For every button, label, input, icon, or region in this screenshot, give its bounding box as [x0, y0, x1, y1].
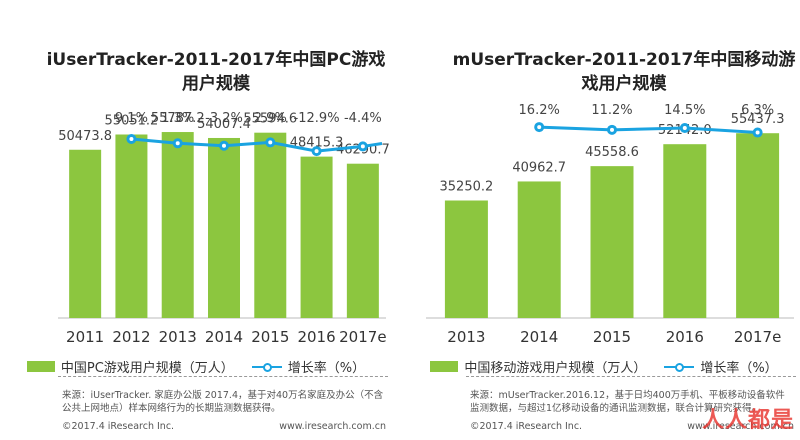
x-tick-label: 2012 — [112, 328, 150, 346]
chart-title: mUserTracker-2011-2017年中国移动游 戏用户规模 — [448, 48, 800, 96]
bar-value-label: 55787.2 — [151, 111, 205, 126]
growth-rate-label: 14.5% — [664, 103, 705, 118]
x-tick-label: 2016 — [666, 328, 704, 346]
growth-point — [172, 138, 183, 149]
x-tick-label: 2015 — [251, 328, 289, 346]
growth-rate-label: 9.1% — [115, 111, 148, 126]
growth-point — [265, 137, 276, 148]
mobile-game-chart-panel: mUserTracker-2011-2017年中国移动游 戏用户规模 35250… — [408, 0, 800, 440]
bar — [69, 149, 102, 318]
x-tick-label: 2017e — [339, 328, 386, 346]
chart-legend: 中国移动游戏用户规模（万人） 增长率（%） — [408, 357, 800, 376]
growth-rate-label: -4.4% — [344, 111, 382, 126]
pc-game-chart-panel: iUserTracker-2011-2017年中国PC游戏 用户规模 50473… — [0, 0, 392, 440]
legend-item-bar: 中国移动游戏用户规模（万人） — [430, 357, 646, 376]
bar — [254, 132, 287, 318]
source-note: 来源：mUserTracker.2016.12，基于日均400万手机、平板移动设… — [470, 390, 785, 414]
mobile-game-chart: 35250.2201340962.7201445558.6201552142.0… — [426, 103, 794, 346]
legend-item-line: 增长率（%） — [251, 357, 366, 376]
watermark-logo: 人人都是 — [701, 408, 794, 433]
growth-rate-label: 6.3% — [741, 103, 774, 118]
legend-bar-label: 中国PC游戏用户规模（万人） — [60, 361, 234, 376]
footer-divider — [466, 376, 796, 377]
bar — [663, 144, 707, 318]
copyright-text: ©2017.4 iResearch Inc. — [62, 421, 175, 432]
bar — [590, 166, 634, 318]
bar-value-label: 48415.3 — [290, 136, 344, 151]
chart-title-line-2: 用户规模 — [182, 74, 250, 94]
legend-line-label: 增长率（%） — [700, 361, 778, 376]
x-tick-label: 2016 — [297, 328, 335, 346]
source-note: 来源：iUserTracker. 家庭办公版 2017.4，基于对40万名家庭及… — [62, 390, 384, 414]
chart-title: iUserTracker-2011-2017年中国PC游戏 用户规模 — [40, 48, 392, 96]
growth-point — [752, 127, 763, 138]
growth-point — [534, 122, 545, 133]
website-link[interactable]: www.iresearch.com.cn — [687, 421, 794, 432]
growth-rate-label: -12.9% — [294, 111, 340, 126]
legend-line-label: 增长率（%） — [287, 361, 366, 376]
bar — [346, 163, 379, 318]
legend-bar-swatch — [26, 361, 55, 372]
growth-rate-label: 16.2% — [519, 103, 560, 118]
x-tick-label: 2014 — [205, 328, 243, 346]
chart-legend: 中国PC游戏用户规模（万人） 增长率（%） — [0, 357, 392, 376]
x-tick-label: 2015 — [593, 328, 631, 346]
growth-point — [357, 141, 368, 152]
bar-value-label: 50473.8 — [58, 129, 112, 144]
bar — [208, 137, 240, 318]
bar — [517, 181, 561, 318]
footer-divider — [58, 376, 388, 377]
x-tick-label: 2013 — [159, 328, 197, 346]
bar-value-label: 40962.7 — [512, 160, 566, 175]
bar — [444, 200, 488, 318]
bar-value-label: 35250.2 — [440, 179, 494, 194]
growth-point — [126, 133, 137, 144]
x-tick-label: 2017e — [734, 328, 781, 346]
growth-point — [311, 146, 322, 157]
bar — [300, 156, 333, 318]
website-link[interactable]: www.iresearch.com.cn — [279, 421, 386, 432]
bar-value-label: 55437.3 — [731, 112, 785, 127]
growth-point — [679, 123, 690, 134]
chart-title-line-1: iUserTracker-2011-2017年中国PC游戏 — [46, 50, 386, 70]
legend-bar-label: 中国移动游戏用户规模（万人） — [464, 361, 647, 376]
footer: ©2017.4 iResearch Inc. www.iresearch.com… — [470, 421, 794, 432]
bar — [115, 134, 148, 318]
legend-line-swatch — [251, 361, 282, 373]
chart-title-line-1: mUserTracker-2011-2017年中国移动游 — [452, 50, 796, 70]
bar-value-label: 55594.6 — [243, 112, 297, 127]
legend-item-line: 增长率（%） — [664, 357, 778, 376]
growth-line — [539, 125, 758, 135]
legend-bar-swatch — [430, 361, 459, 372]
growth-point — [219, 140, 229, 151]
growth-rate-label: -3.2% — [205, 111, 243, 126]
x-tick-label: 2013 — [447, 328, 485, 346]
copyright-text: ©2017.4 iResearch Inc. — [470, 421, 583, 432]
bar-value-label: 45558.6 — [585, 145, 639, 160]
growth-rate-label: 1.3% — [161, 111, 194, 126]
bar — [736, 133, 780, 318]
x-tick-label: 2011 — [66, 328, 104, 346]
pc-game-chart: 50473.8 2011 55051.2 2012 55787.2 2013 54007.4… — [58, 111, 390, 346]
bar — [161, 132, 194, 318]
footer: ©2017.4 iResearch Inc. www.iresearch.com… — [62, 421, 386, 432]
growth-point — [607, 124, 617, 135]
chart-title-line-2: 戏用户规模 — [581, 74, 667, 94]
legend-line-swatch — [664, 361, 695, 373]
growth-rate-label: 2.9% — [254, 111, 287, 126]
legend-item-bar: 中国PC游戏用户规模（万人） — [26, 357, 234, 376]
x-tick-label: 2014 — [520, 328, 558, 346]
growth-rate-label: 11.2% — [591, 103, 632, 118]
bar-value-label: 54007.4 — [197, 117, 251, 132]
bar-value-label: 55051.2 — [105, 113, 159, 128]
